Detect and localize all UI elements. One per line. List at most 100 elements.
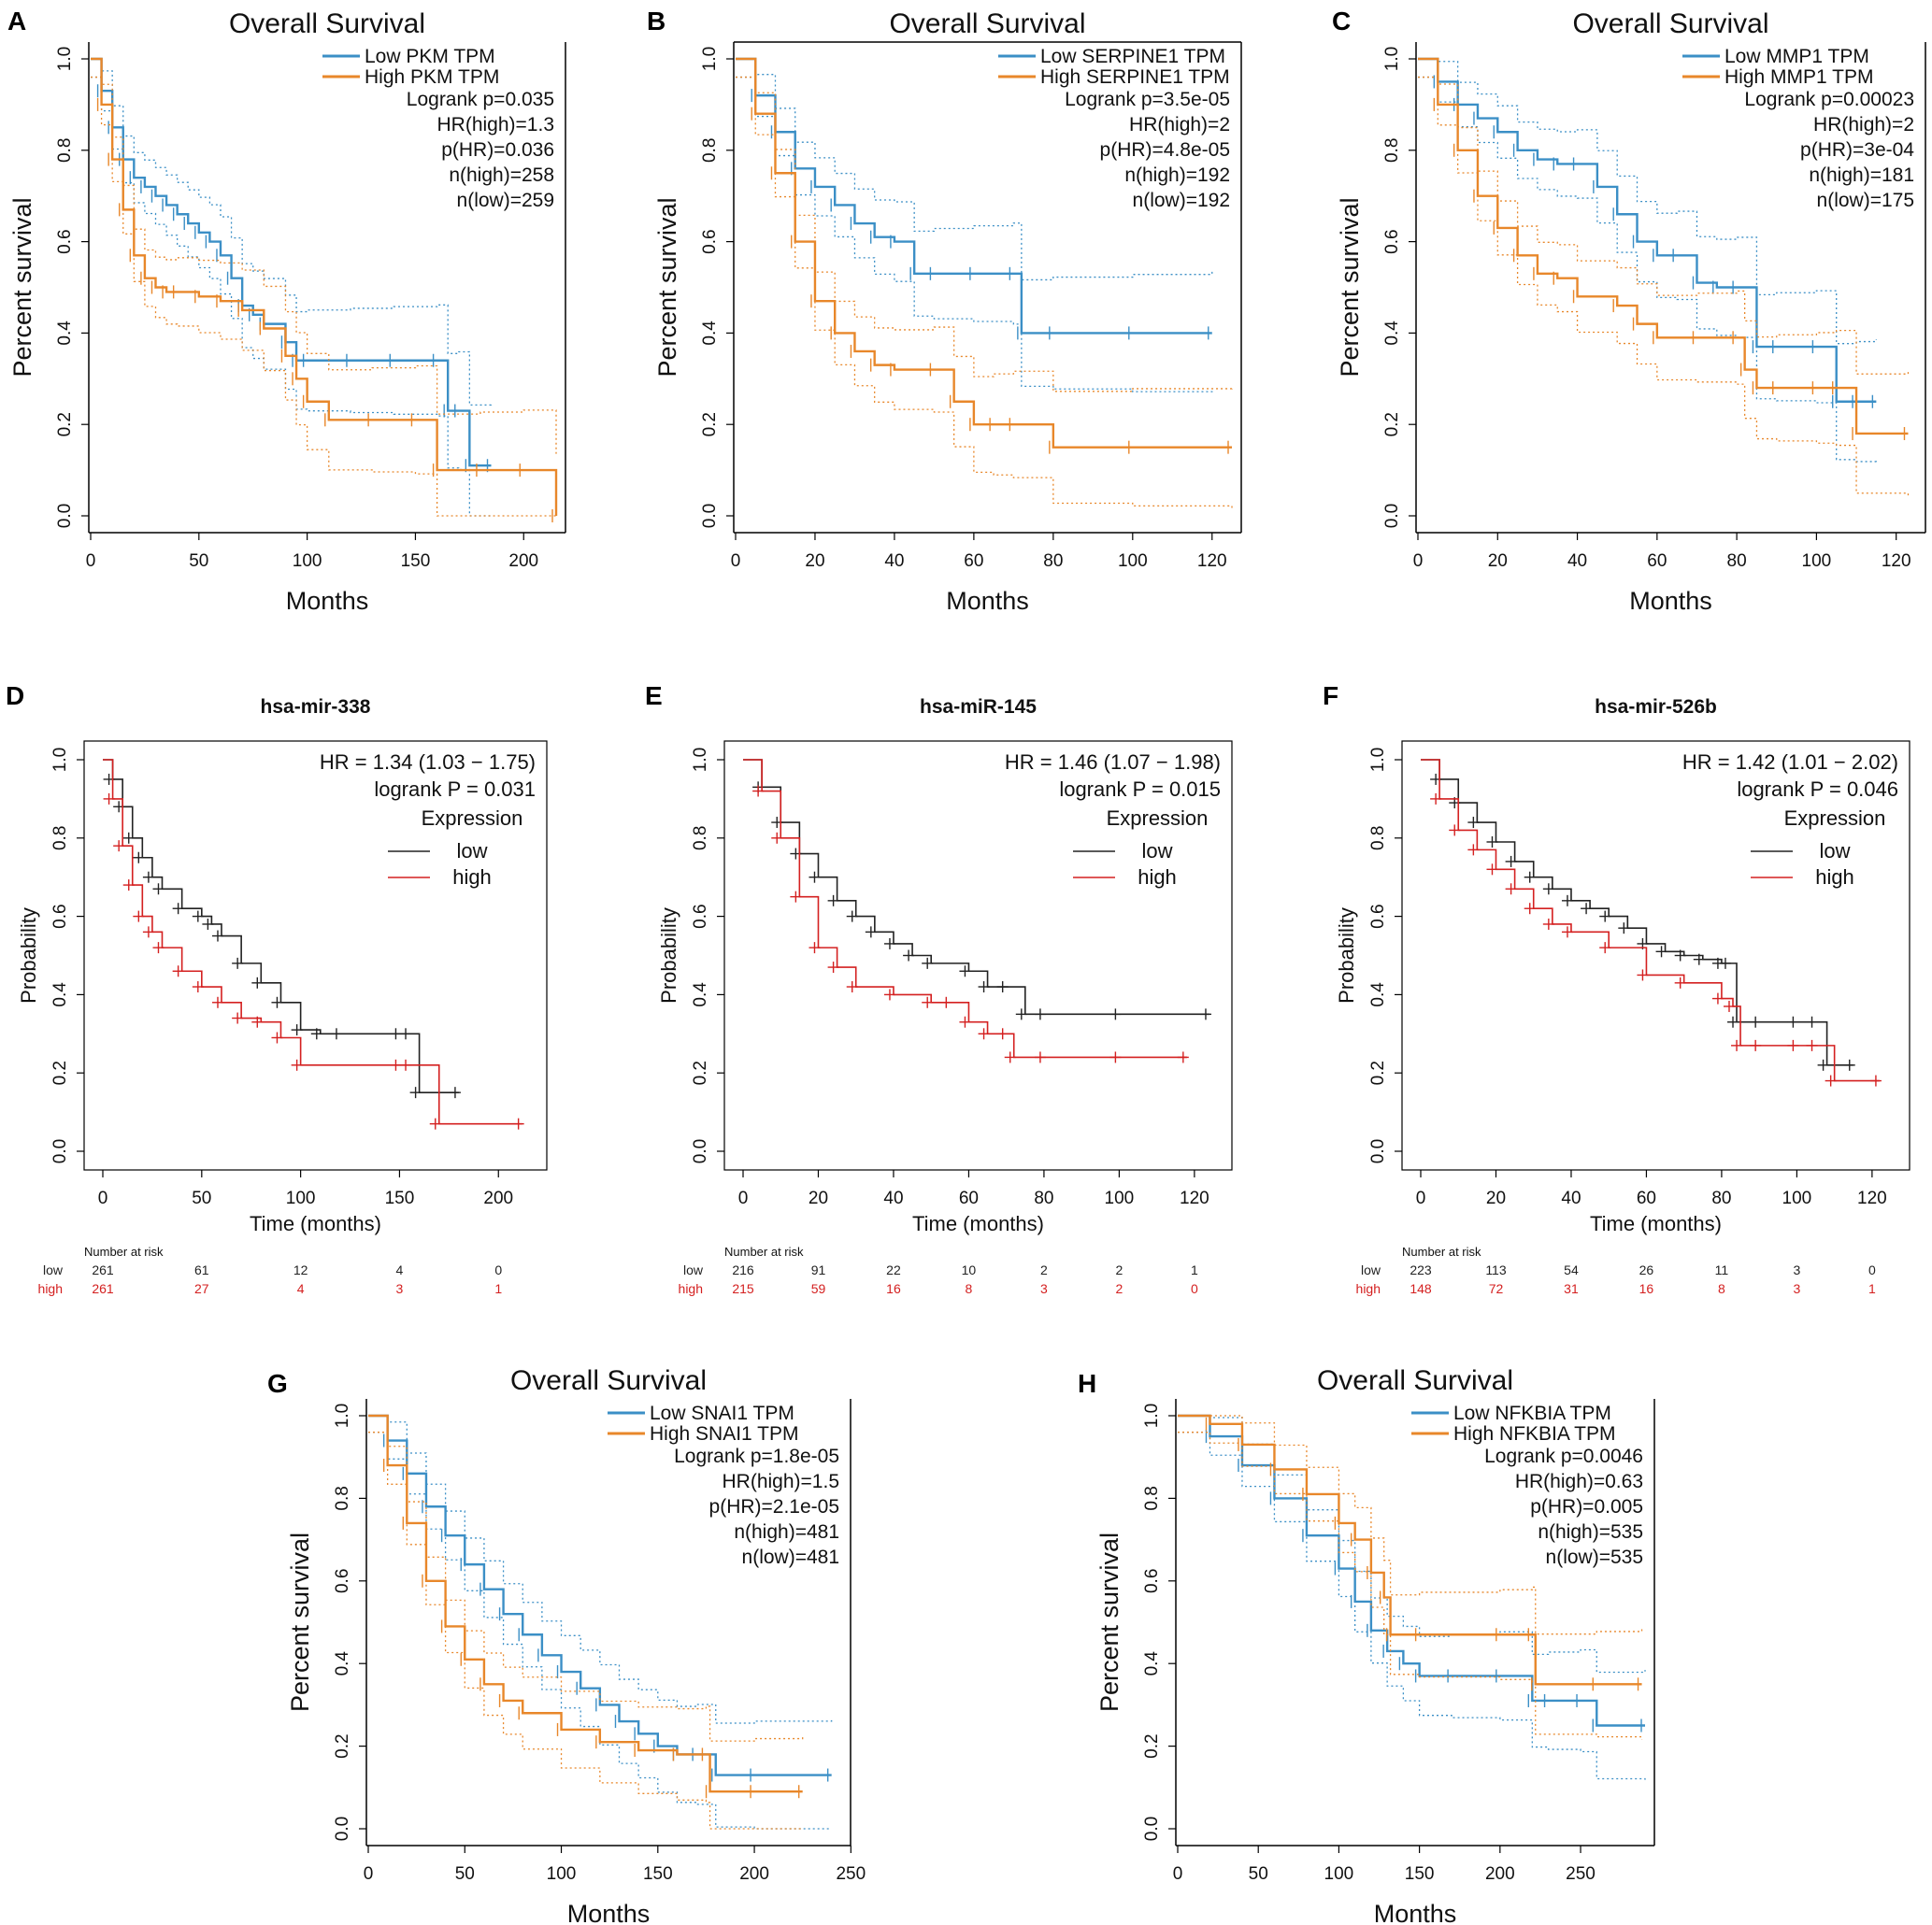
- y-axis-label: Probability: [1335, 907, 1358, 1004]
- y-tick-label: 0.0: [1382, 504, 1402, 528]
- y-tick-label: 0.2: [1142, 1733, 1162, 1758]
- y-tick-label: 0.0: [700, 504, 720, 528]
- risk-count: 8: [966, 1281, 973, 1296]
- y-axis-label: Percent survival: [653, 197, 681, 377]
- x-tick-label: 80: [1727, 551, 1747, 571]
- chart-title: hsa-miR-145: [920, 696, 1037, 718]
- x-tick-label: 0: [1173, 1864, 1183, 1884]
- y-tick-label: 0.2: [691, 1061, 710, 1085]
- confidence-band: [1418, 58, 1910, 375]
- x-tick-label: 40: [884, 551, 904, 571]
- x-axis-label: Months: [286, 587, 369, 615]
- confidence-band: [1178, 1432, 1646, 1781]
- x-tick-label: 0: [98, 1189, 108, 1208]
- stat-text: p(HR)=0.005: [1530, 1496, 1643, 1518]
- survival-curve-high-serpine1-tpm: [736, 57, 1232, 449]
- y-tick-label: 0.0: [1368, 1139, 1388, 1163]
- x-tick-label: 100: [1118, 551, 1148, 571]
- y-tick-label: 0.2: [1368, 1061, 1388, 1085]
- x-tick-label: 50: [455, 1864, 475, 1884]
- panel-h: H Overall Survival 0.0 0.2 0.4 0.6 0.8 1.0 0 50 10…: [1078, 1365, 1655, 1925]
- stat-text: n(high)=535: [1538, 1521, 1643, 1543]
- x-tick-label: 40: [1567, 551, 1587, 571]
- y-tick-label: 0.2: [1382, 412, 1402, 436]
- risk-count: 72: [1489, 1281, 1504, 1296]
- y-tick-label: 0.4: [1142, 1651, 1162, 1676]
- risk-count: 1: [1191, 1262, 1198, 1277]
- y-tick-label: 1.0: [1368, 748, 1388, 772]
- risk-count: 12: [293, 1262, 308, 1277]
- risk-count: 10: [962, 1262, 977, 1277]
- risk-row-label: high: [38, 1281, 63, 1296]
- confidence-band: [91, 76, 556, 517]
- risk-row-label: low: [1361, 1262, 1381, 1277]
- y-tick-label: 0.6: [691, 904, 710, 928]
- legend-label: high: [1815, 865, 1854, 889]
- x-tick-label: 20: [805, 551, 824, 571]
- x-tick-label: 60: [964, 551, 983, 571]
- x-tick-label: 20: [1488, 551, 1508, 571]
- risk-count: 1: [494, 1281, 502, 1296]
- x-tick-label: 150: [1405, 1864, 1435, 1884]
- survival-curve-high: [1421, 759, 1880, 1082]
- y-tick-label: 0.2: [55, 412, 75, 436]
- y-tick-label: 0.2: [50, 1061, 70, 1085]
- stat-text: n(high)=192: [1124, 164, 1230, 186]
- stat-text: n(high)=481: [734, 1521, 839, 1543]
- y-tick-label: 1.0: [700, 47, 720, 71]
- y-tick-label: 0.2: [700, 412, 720, 436]
- x-axis-label: Months: [1629, 587, 1712, 615]
- y-tick-label: 1.0: [691, 748, 710, 772]
- survival-curve-low: [1421, 759, 1853, 1066]
- stat-text: HR(high)=1.3: [437, 114, 554, 135]
- risk-count: 1: [1868, 1281, 1876, 1296]
- x-tick-label: 120: [1857, 1189, 1887, 1208]
- plot-frame: [723, 740, 1233, 1171]
- risk-count: 3: [1040, 1281, 1048, 1296]
- confidence-band: [91, 76, 492, 517]
- stat-text: n(low)=192: [1133, 190, 1230, 211]
- legend-label: high: [1138, 865, 1177, 889]
- stat-text: p(HR)=2.1e-05: [709, 1496, 839, 1518]
- y-tick-label: 0.8: [55, 138, 75, 163]
- y-tick-label: 0.8: [50, 826, 70, 850]
- confidence-band: [368, 1432, 832, 1830]
- x-tick-label: 100: [1324, 1864, 1354, 1884]
- panel-a: A Overall Survival 0.0 0.2 0.4 0.6 0.8 1.0 0 50 10…: [7, 7, 566, 615]
- panel-label: C: [1332, 7, 1351, 36]
- y-tick-label: 0.0: [50, 1139, 70, 1163]
- stat-text: HR(high)=0.63: [1515, 1471, 1643, 1492]
- x-tick-label: 100: [293, 551, 322, 571]
- x-tick-label: 0: [731, 551, 741, 571]
- x-tick-label: 0: [364, 1864, 374, 1884]
- stat-text: Logrank p=0.035: [407, 89, 554, 110]
- x-tick-label: 100: [1105, 1189, 1135, 1208]
- risk-count: 59: [811, 1281, 826, 1296]
- panel-label: G: [267, 1369, 288, 1398]
- x-tick-label: 250: [836, 1864, 866, 1884]
- y-axis-label: Percent survival: [1095, 1533, 1123, 1712]
- stat-text: HR = 1.34 (1.03 − 1.75): [320, 750, 536, 774]
- x-tick-label: 120: [1180, 1189, 1209, 1208]
- risk-count: 2: [1116, 1281, 1123, 1296]
- risk-count: 16: [886, 1281, 901, 1296]
- risk-count: 148: [1410, 1281, 1432, 1296]
- y-axis-label: Probability: [657, 907, 680, 1004]
- x-tick-label: 20: [809, 1189, 828, 1208]
- y-tick-label: 1.0: [1382, 47, 1402, 71]
- y-tick-label: 0.8: [333, 1486, 352, 1510]
- x-tick-label: 150: [385, 1189, 415, 1208]
- x-tick-label: 150: [643, 1864, 673, 1884]
- confidence-band: [368, 1415, 833, 1724]
- y-tick-label: 1.0: [55, 47, 75, 71]
- risk-table-title: Number at risk: [84, 1245, 164, 1259]
- stat-text: Logrank p=3.5e-05: [1065, 89, 1230, 110]
- panel-label: A: [7, 7, 26, 36]
- risk-count: 3: [1794, 1262, 1801, 1277]
- plot-frame: [83, 740, 548, 1171]
- stat-text: p(HR)=0.036: [441, 139, 554, 161]
- risk-count: 4: [396, 1262, 404, 1277]
- legend-label: Low PKM TPM: [365, 46, 495, 67]
